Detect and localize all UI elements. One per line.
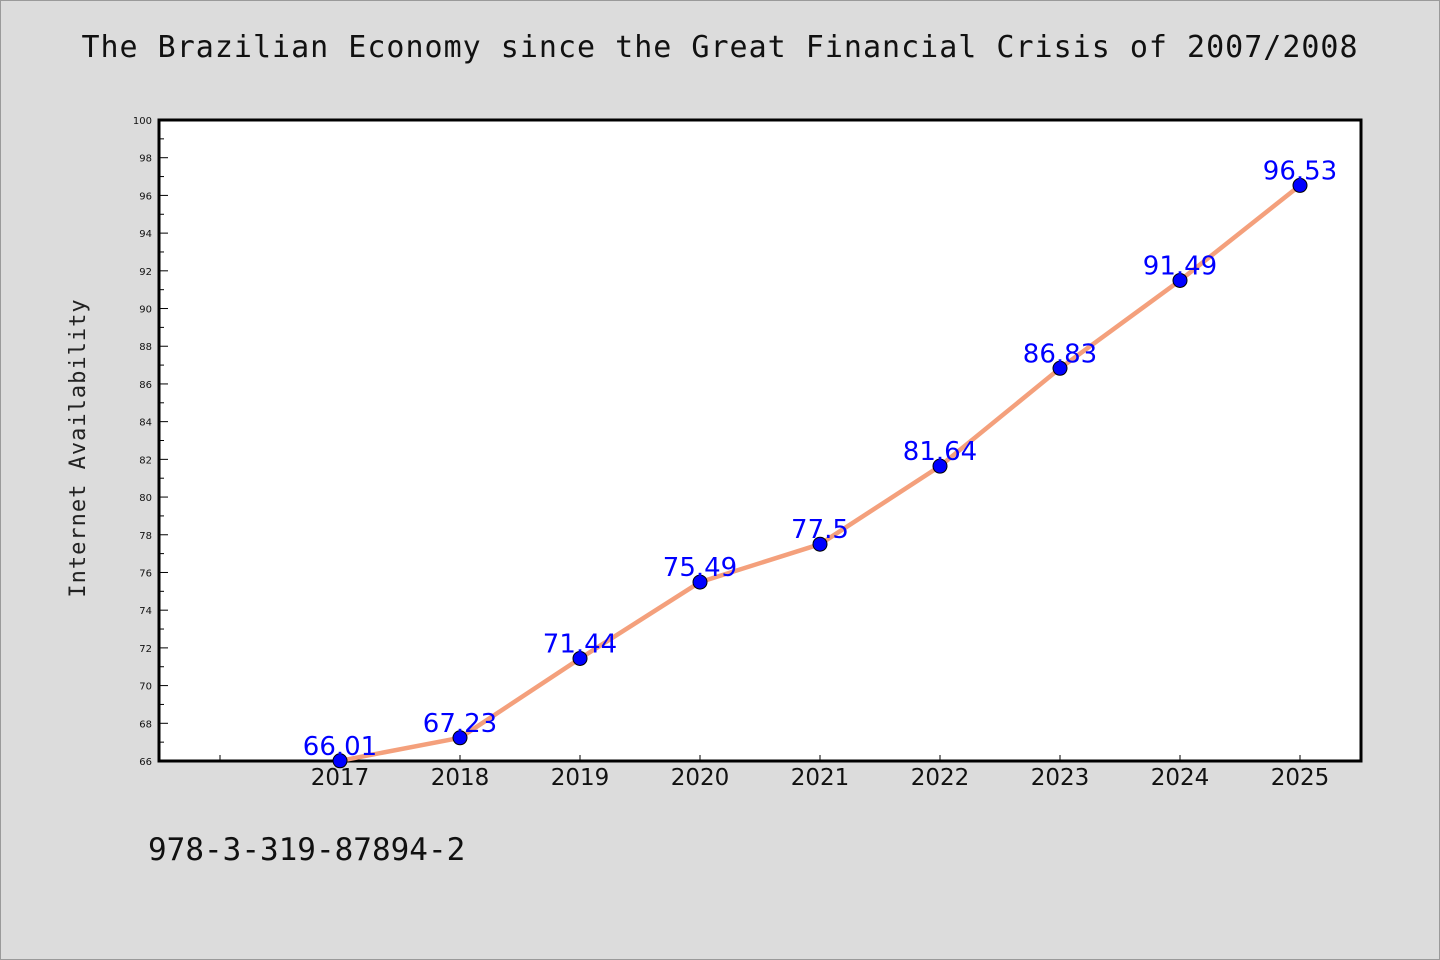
- data-label: 86.83: [1023, 339, 1097, 369]
- y-tick-label: 98: [139, 154, 152, 165]
- data-point: [332, 753, 348, 769]
- y-tick-label: 72: [139, 644, 152, 655]
- data-point: [1052, 360, 1068, 376]
- x-tick-label: 2024: [1151, 765, 1210, 791]
- y-tick-label: 84: [139, 418, 152, 429]
- data-label: 81.64: [903, 437, 977, 467]
- y-tick-label: 86: [139, 380, 152, 391]
- y-axis-label: Internet Availability: [66, 298, 91, 597]
- data-point: [1292, 177, 1308, 193]
- x-tick-label: 2019: [551, 765, 610, 791]
- x-tick-label: 2018: [431, 765, 490, 791]
- x-tick-label: 2022: [911, 765, 970, 791]
- x-tick-label: 2025: [1271, 765, 1330, 791]
- y-tick-label: 94: [139, 229, 152, 240]
- y-tick-label: 82: [139, 455, 152, 466]
- data-point: [1172, 272, 1188, 288]
- y-tick-label: 92: [139, 267, 152, 278]
- chart-title: The Brazilian Economy since the Great Fi…: [81, 30, 1359, 65]
- y-axis-ticks: 66 68 70 72 74 76 78 80 82 84 86 88 90 92 94 96 98 100: [133, 116, 168, 768]
- data-label: 77.5: [791, 515, 849, 545]
- data-point: [932, 458, 948, 474]
- plot-area: [157, 118, 1363, 763]
- y-tick-label: 90: [139, 305, 152, 316]
- y-tick-label: 80: [139, 493, 152, 504]
- y-tick-label: 68: [139, 719, 152, 730]
- y-tick-label: 88: [139, 342, 152, 353]
- y-tick-label: 76: [139, 568, 152, 579]
- data-label: 96.53: [1263, 156, 1337, 186]
- data-label: 75.49: [663, 553, 737, 583]
- x-tick-label: 2023: [1031, 765, 1090, 791]
- y-tick-label: 100: [133, 116, 152, 127]
- data-point: [692, 574, 708, 590]
- data-labels: 66.01 67.23 71.44 75.49 77.5 81.64 86.83 91.49 9…: [303, 156, 1337, 761]
- y-tick-label: 74: [139, 606, 152, 617]
- x-tick-label: 2021: [791, 765, 850, 791]
- data-point: [812, 536, 828, 552]
- data-label: 91.49: [1143, 251, 1217, 281]
- data-label: 71.44: [543, 629, 617, 659]
- y-tick-label: 78: [139, 531, 152, 542]
- y-tick-label: 70: [139, 682, 152, 693]
- footer-isbn: 978-3-319-87894-2: [148, 832, 466, 868]
- data-point: [452, 730, 468, 746]
- y-tick-label: 96: [139, 191, 152, 202]
- data-point: [572, 650, 588, 666]
- y-tick-label: 66: [139, 757, 152, 768]
- data-label: 67.23: [423, 709, 497, 739]
- data-label: 66.01: [303, 732, 377, 762]
- x-tick-label: 2020: [671, 765, 730, 791]
- x-axis-ticks: 2017 2018 2019 2020 2021 2022 2023 2024 2025: [219, 755, 1330, 791]
- series-markers: [332, 177, 1308, 769]
- x-tick-label: 2017: [311, 765, 370, 791]
